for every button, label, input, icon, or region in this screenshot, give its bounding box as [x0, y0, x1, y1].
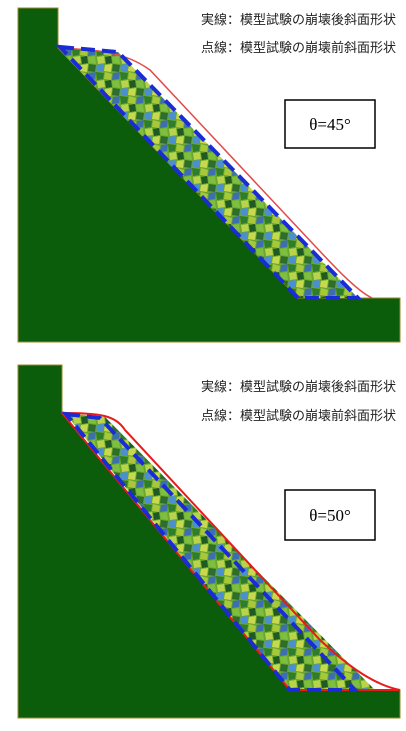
angle-box: [284, 99, 376, 149]
angle-label: θ=45°: [309, 115, 351, 134]
angle-label: θ=50°: [309, 506, 351, 525]
panel-1: 実線：模型試験の崩壊後斜面形状 点線：模型試験の崩壊前斜面形状 θ=45°: [17, 7, 401, 343]
after-line: [57, 47, 373, 299]
legend-solid: 実線：模型試験の崩壊後斜面形状: [201, 12, 396, 27]
before-line: [61, 411, 360, 692]
panel-2: 実線：模型試験の崩壊後斜面形状 点線：模型試験の崩壊前斜面形状 θ=50°: [17, 364, 401, 719]
legend-dotted: 点線：模型試験の崩壊前斜面形状: [201, 408, 396, 423]
after-line: [61, 412, 401, 691]
particles: [58, 48, 358, 298]
before-line: [54, 44, 363, 300]
legend-dotted: 点線：模型試験の崩壊前斜面形状: [201, 40, 396, 55]
particles: [65, 413, 375, 690]
angle-box: [284, 489, 376, 541]
legend-solid: 実線：模型試験の崩壊後斜面形状: [201, 379, 396, 394]
